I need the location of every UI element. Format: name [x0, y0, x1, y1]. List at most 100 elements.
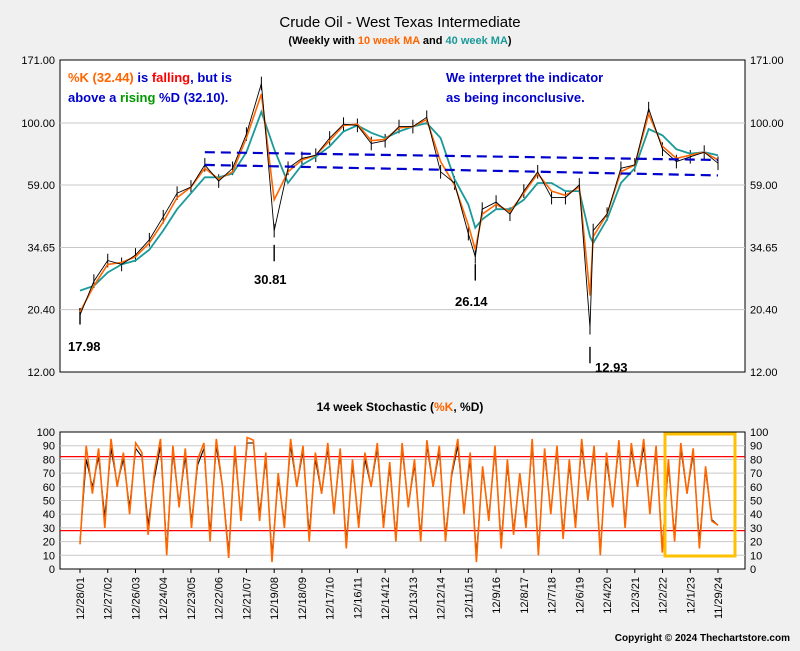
stoch-ytick-right: 80 — [750, 454, 762, 466]
price-ytick-right: 171.00 — [750, 55, 784, 67]
annotation-left-line1-part-1: is — [134, 70, 152, 85]
annotation-left-line1: %K (32.44) is falling, but is — [68, 70, 232, 85]
annotation-right-line1: We interpret the indicator — [446, 70, 603, 85]
stoch-xtick-label: 12/26/03 — [130, 577, 142, 620]
price-ytick-right: 12.00 — [750, 367, 778, 379]
low-label-2008: 30.81 — [254, 272, 287, 287]
annotation-left-line2-part-0: above a — [68, 90, 120, 105]
stoch-xtick-label: 12/8/17 — [519, 577, 531, 614]
stoch-xtick-label: 12/14/12 — [380, 577, 392, 620]
stoch-xtick-label: 12/23/05 — [186, 577, 198, 620]
annotation-left-line2-part-2: %D (32.10). — [155, 90, 228, 105]
stoch-ytick-left: 10 — [43, 550, 55, 562]
annotation-left-line1-part-0: %K (32.44) — [68, 70, 134, 85]
stoch-title-sep: , — [453, 400, 460, 414]
stochastic-xaxis: 12/28/01 12/27/02 12/26/03 12/24/04 12/23/05… — [75, 569, 725, 620]
price-ytick-left: 100.00 — [21, 118, 55, 130]
trendline — [204, 163, 719, 177]
stoch-ytick-right: 90 — [750, 441, 762, 453]
stoch-xtick-label: 12/11/15 — [463, 577, 475, 619]
chart-title: Crude Oil - West Texas Intermediate — [279, 14, 520, 31]
stoch-ytick-left: 60 — [43, 482, 55, 494]
stoch-ytick-left: 30 — [43, 523, 55, 535]
stoch-xtick-label: 12/16/11 — [352, 577, 364, 619]
annotation-left-line1-part-3: , but is — [190, 70, 232, 85]
stoch-title-k: %K — [434, 400, 454, 414]
stoch-xtick-label: 12/22/06 — [214, 577, 226, 620]
price-series-line — [79, 83, 719, 328]
stochastic-title: 14 week Stochastic (%K, %D) — [317, 400, 484, 414]
price-yaxis-right: 171.00 100.00 59.00 34.65 20.40 12.00 — [750, 55, 784, 379]
annotation-left-line1-part-2: falling — [152, 70, 190, 85]
stoch-xtick-label: 12/21/07 — [241, 577, 253, 620]
subtitle-ma40: 40 week MA — [446, 35, 508, 47]
stoch-xtick-label: 12/28/01 — [75, 577, 87, 620]
price-ytick-right: 59.00 — [750, 180, 778, 192]
subtitle-and: and — [420, 35, 446, 47]
price-ytick-right: 100.00 — [750, 118, 784, 130]
stoch-ytick-left: 20 — [43, 537, 55, 549]
recent-highlight-box — [663, 432, 737, 558]
stoch-ytick-right: 50 — [750, 496, 762, 508]
price-ytick-left: 34.65 — [27, 242, 55, 254]
stoch-k-series-line — [79, 436, 719, 563]
trendlines — [204, 151, 719, 177]
stoch-title-d: %D — [460, 400, 480, 414]
annotation-left-line2-part-1: rising — [120, 90, 155, 105]
stoch-xtick-label: 12/12/14 — [436, 577, 448, 620]
stoch-xtick-label: 12/7/18 — [547, 577, 559, 614]
stoch-title-post: ) — [479, 400, 483, 414]
stoch-ytick-right: 100 — [750, 427, 768, 439]
stoch-xtick-label: 12/24/04 — [158, 577, 170, 620]
stoch-ytick-left: 80 — [43, 454, 55, 466]
stoch-ytick-right: 20 — [750, 537, 762, 549]
stoch-ytick-left: 90 — [43, 441, 55, 453]
stoch-ytick-right: 40 — [750, 509, 762, 521]
price-ytick-left: 20.40 — [27, 305, 55, 317]
copyright-text: Copyright © 2024 Thechartstore.com — [615, 633, 790, 644]
low-label-2020: 12.93 — [595, 360, 628, 375]
stoch-xtick-label: 12/4/20 — [602, 577, 614, 614]
stoch-xtick-label: 12/3/21 — [630, 577, 642, 614]
stoch-ytick-left: 40 — [43, 509, 55, 521]
trendline — [204, 151, 719, 162]
stoch-xtick-label: 12/18/09 — [297, 577, 309, 620]
stoch-ytick-right: 70 — [750, 468, 762, 480]
price-ytick-right: 34.65 — [750, 242, 778, 254]
stoch-ytick-right: 0 — [750, 564, 756, 576]
stoch-xtick-label: 12/9/16 — [491, 577, 503, 614]
subtitle-post: ) — [508, 35, 512, 47]
price-ytick-left: 59.00 — [27, 180, 55, 192]
stoch-ytick-left: 100 — [37, 427, 55, 439]
stoch-xtick-label: 12/1/23 — [685, 577, 697, 614]
subtitle-pre: (Weekly with — [288, 35, 357, 47]
stoch-ytick-right: 60 — [750, 482, 762, 494]
low-label-2001: 17.98 — [68, 339, 101, 354]
stoch-xtick-label: 12/17/10 — [325, 577, 337, 620]
stoch-xtick-label: 12/6/19 — [574, 577, 586, 614]
stoch-ytick-right: 10 — [750, 550, 762, 562]
stoch-xtick-label: 12/13/13 — [408, 577, 420, 620]
stoch-ytick-left: 0 — [49, 564, 55, 576]
stoch-title-pre: 14 week Stochastic ( — [317, 400, 434, 414]
stoch-ytick-left: 50 — [43, 496, 55, 508]
stoch-xtick-label: 12/27/02 — [103, 577, 115, 620]
stoch-xtick-label: 12/19/08 — [269, 577, 281, 620]
stoch-ytick-left: 70 — [43, 468, 55, 480]
subtitle-ma10: 10 week MA — [358, 35, 420, 47]
price-panel — [59, 59, 746, 373]
price-ytick-right: 20.40 — [750, 305, 778, 317]
price-ytick-left: 12.00 — [27, 367, 55, 379]
price-gridlines — [60, 122, 745, 311]
price-yaxis-left: 171.00 100.00 59.00 34.65 20.40 12.00 — [21, 55, 55, 379]
price-ytick-left: 171.00 — [21, 55, 55, 67]
stoch-ytick-right: 30 — [750, 523, 762, 535]
low-label-2016: 26.14 — [455, 294, 488, 309]
chart-subtitle: (Weekly with 10 week MA and 40 week MA) — [288, 35, 512, 47]
annotation-right-line2: as being inconclusive. — [446, 90, 585, 105]
stoch-xtick-label: 12/2/22 — [658, 577, 670, 614]
